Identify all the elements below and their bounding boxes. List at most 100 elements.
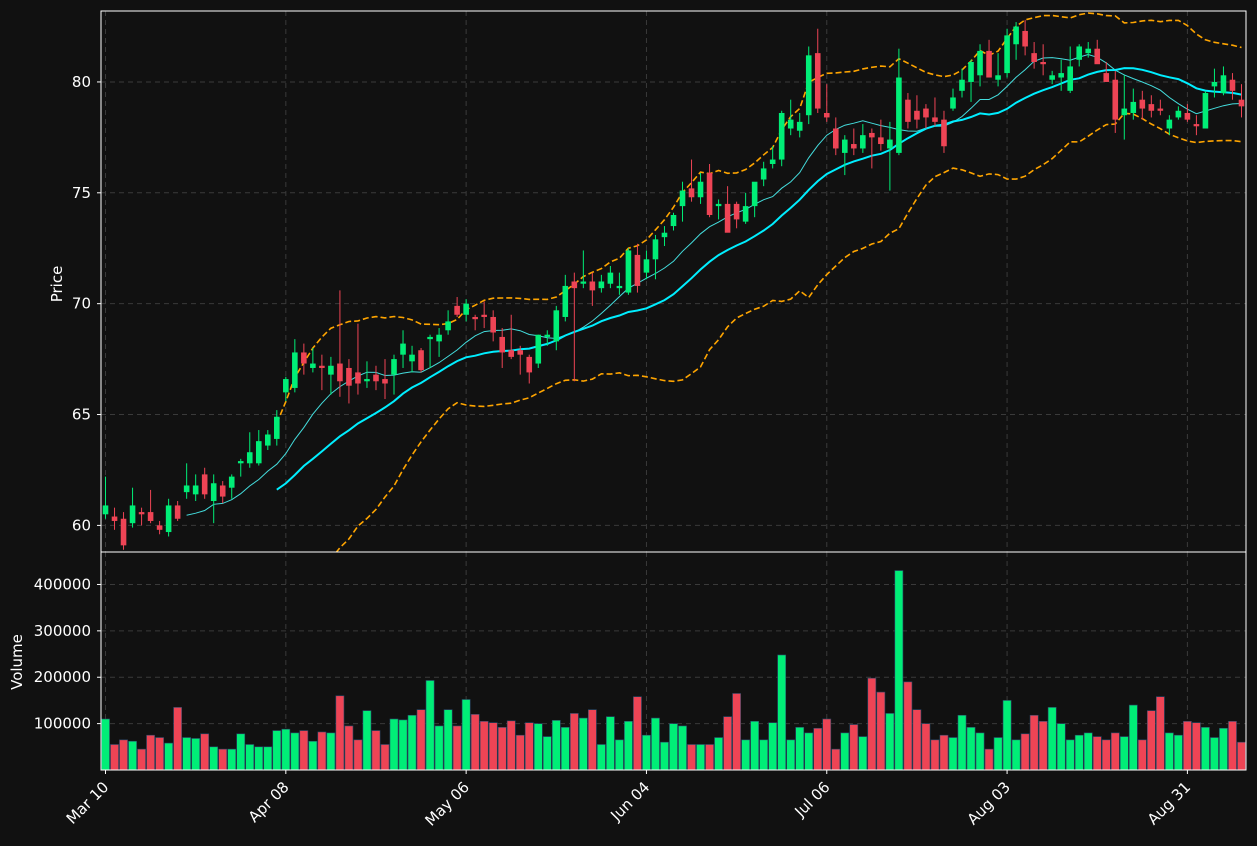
candle-body: [1076, 46, 1083, 60]
price-tick-label: 70: [72, 295, 91, 313]
candle: [1157, 99, 1164, 116]
volume-bar: [1029, 714, 1039, 770]
volume-bar: [380, 744, 390, 770]
volume-bar: [894, 570, 904, 770]
date-tick-label: Jul 06: [790, 778, 833, 821]
candle-body: [156, 525, 163, 530]
candle-body: [183, 485, 190, 493]
volume-bar: [750, 720, 759, 770]
volume-bar: [434, 725, 444, 770]
candle-body: [391, 359, 397, 375]
candle: [165, 498, 172, 537]
candle: [409, 345, 415, 373]
candle: [553, 305, 560, 351]
candle: [923, 104, 929, 129]
volume-bar: [1092, 736, 1102, 770]
volume-bar: [1110, 732, 1120, 770]
candle: [724, 186, 731, 233]
candle-body: [796, 121, 803, 131]
candle-body: [688, 188, 695, 198]
volume-bar: [867, 677, 877, 770]
candle-body: [319, 365, 325, 368]
candle-body: [643, 259, 650, 273]
volume-bar: [1210, 737, 1219, 770]
date-tick-label: Aug 31: [1144, 778, 1194, 828]
volume-bar: [1056, 723, 1066, 770]
candle-body: [625, 250, 632, 293]
candle-body: [959, 79, 965, 91]
candle-body: [499, 336, 505, 353]
candle: [526, 354, 533, 384]
bollinger-bands: [276, 12, 1242, 552]
candle: [246, 432, 253, 468]
volume-bar: [245, 744, 255, 770]
candle: [634, 243, 641, 293]
date-tick-label: Apr 08: [245, 778, 293, 826]
candle-body: [706, 172, 713, 215]
candle-body: [1004, 35, 1010, 74]
candle-body: [950, 97, 956, 109]
candle: [1067, 46, 1073, 94]
candle-body: [1040, 61, 1046, 65]
volume-bar: [615, 739, 624, 770]
volume-axis-label: Volume: [8, 634, 26, 690]
candle: [472, 314, 478, 331]
candle-body: [860, 135, 866, 149]
volume-bar: [578, 717, 588, 770]
volume-bar: [597, 744, 606, 770]
moving-averages: [186, 53, 1242, 516]
candle-body: [328, 365, 334, 375]
candle-body: [400, 343, 406, 355]
candle-body: [977, 50, 983, 76]
candle: [977, 44, 983, 87]
volume-bar: [912, 709, 922, 770]
candles: [102, 19, 1245, 550]
candle-body: [1031, 53, 1037, 62]
volume-bar: [272, 730, 282, 770]
candle-body: [598, 281, 605, 289]
candle-body: [968, 61, 974, 82]
candle-body: [832, 128, 839, 149]
candle: [237, 458, 244, 477]
volume-bar: [101, 718, 110, 770]
candle-body: [1184, 112, 1191, 120]
volume-bar: [849, 724, 859, 770]
candle: [1148, 95, 1155, 118]
candle: [1031, 42, 1037, 69]
candle: [418, 348, 424, 373]
candle-body: [246, 452, 253, 464]
volume-bar: [551, 720, 561, 770]
candle-body: [382, 379, 388, 384]
volume-bar: [542, 736, 552, 770]
price-panel-frame: [100, 10, 1247, 553]
volume-bar: [461, 699, 471, 770]
candle-body: [1058, 73, 1064, 78]
candle-body: [427, 336, 433, 340]
volume-bar: [1155, 696, 1165, 770]
candle-body: [1139, 99, 1146, 109]
candle: [228, 474, 235, 499]
volume-bar: [840, 732, 850, 770]
volume-bar: [290, 732, 300, 770]
candle: [328, 356, 334, 395]
candle: [1013, 22, 1019, 60]
candle-body: [517, 350, 524, 355]
candle: [842, 135, 848, 176]
volume-bar: [443, 709, 453, 770]
volume-bar: [488, 722, 498, 770]
volume-bar: [768, 722, 778, 770]
candle-body: [165, 505, 172, 533]
candle: [400, 330, 406, 368]
volume-bar: [524, 722, 534, 770]
volume-bar: [416, 709, 426, 770]
volume-bars: [101, 570, 1246, 770]
volume-bar: [732, 693, 741, 770]
candle: [310, 348, 316, 373]
date-tick-label: Aug 03: [964, 778, 1014, 828]
volume-bar: [470, 714, 480, 770]
volume-bar: [1165, 732, 1174, 770]
candle: [508, 314, 515, 360]
candle-body: [1130, 101, 1137, 113]
candle: [941, 110, 947, 153]
volume-bar: [299, 730, 309, 770]
